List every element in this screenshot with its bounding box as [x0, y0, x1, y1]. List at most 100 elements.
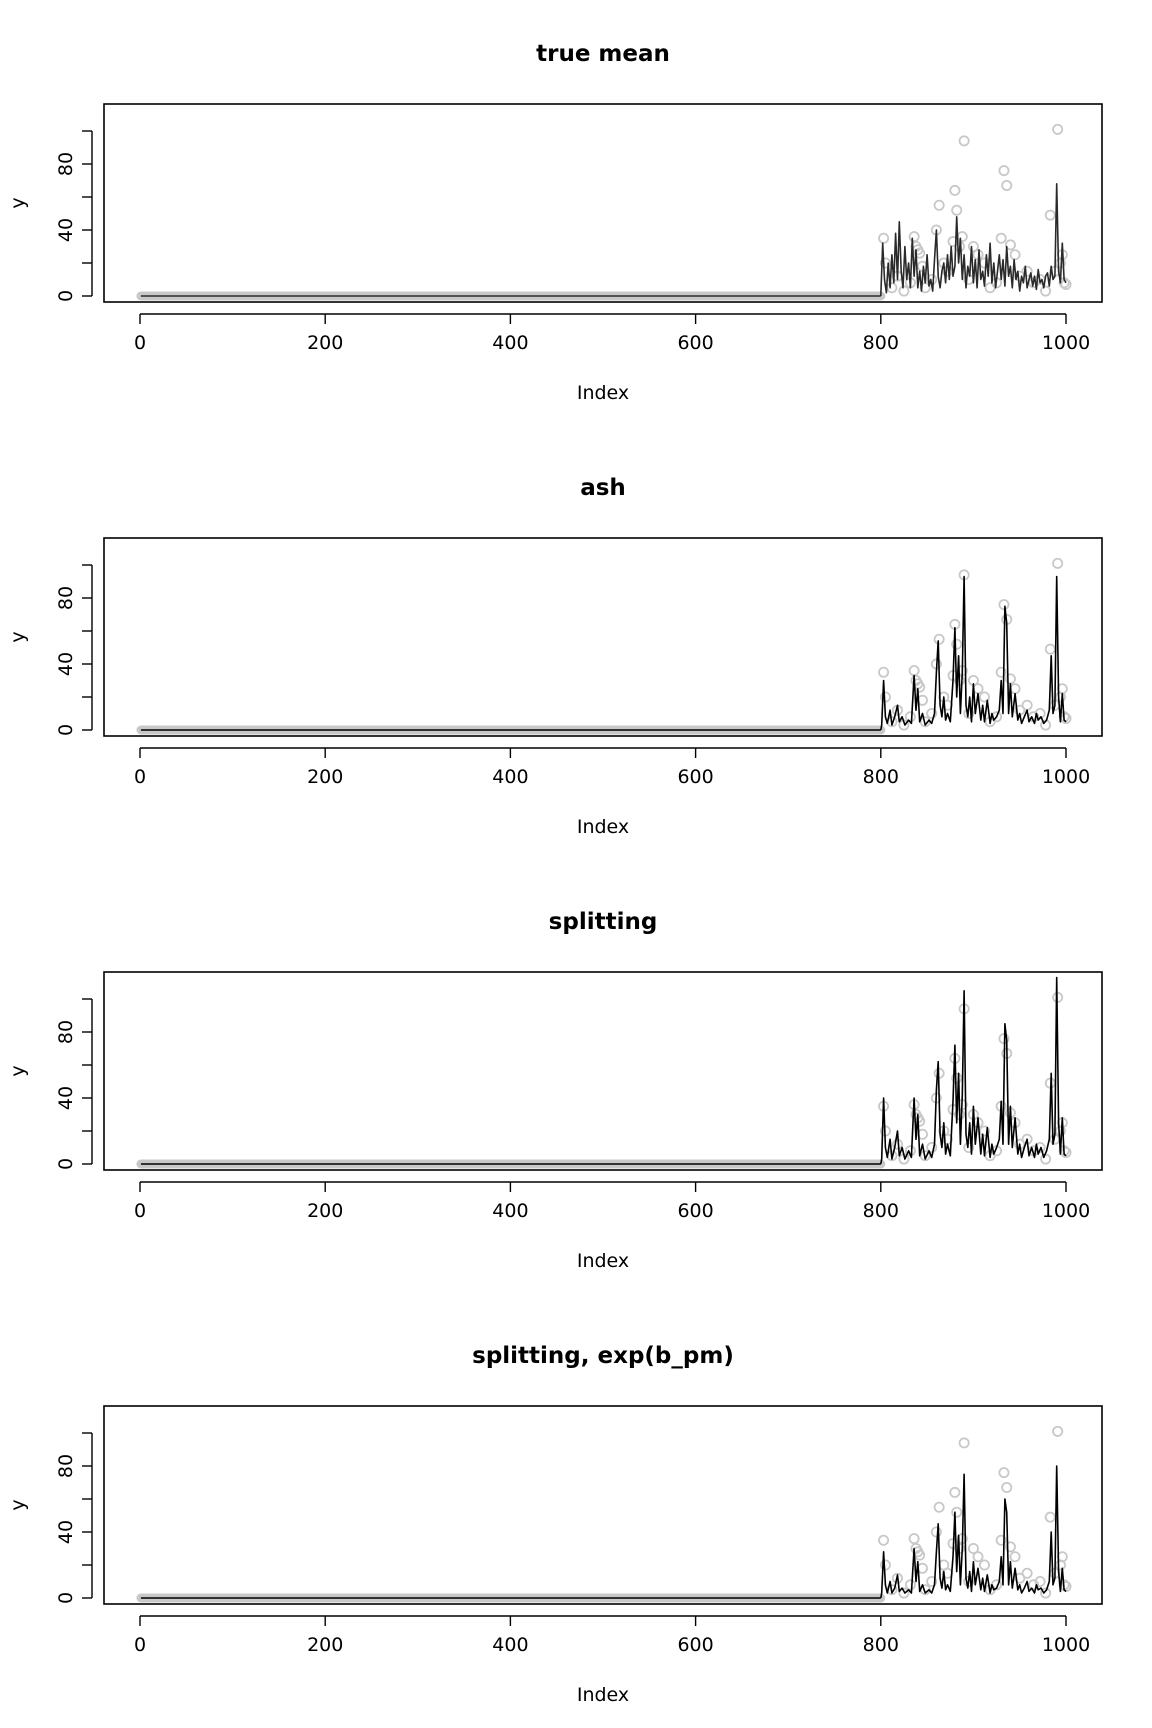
- chart-panel-1: true mean 0 200 400 600 800 1000 Index 0 40 80 y: [7, 41, 1103, 404]
- data-point-31: [998, 165, 1010, 177]
- data-point-11: [916, 1128, 928, 1140]
- data-point-27: [979, 691, 991, 703]
- data-point-7: [908, 665, 920, 677]
- data-point-25: [967, 240, 979, 252]
- x-tick-label: 400: [492, 766, 528, 788]
- data-point-36: [1021, 1567, 1033, 1579]
- y-tick-label: 40: [55, 218, 77, 242]
- data-point-42: [1052, 123, 1064, 135]
- data-point-34: [1009, 683, 1021, 695]
- x-tick-label: 200: [307, 766, 343, 788]
- data-point-14: [930, 1526, 942, 1538]
- y-tick-label: 40: [55, 1520, 77, 1544]
- y-tick-label: 80: [55, 586, 77, 610]
- data-point-37: [1028, 1579, 1040, 1591]
- x-axis: 0 200 400 600 800 1000: [134, 313, 1090, 354]
- data-point-6: [904, 711, 916, 723]
- chart-title: true mean: [536, 41, 670, 67]
- series-line: [880, 976, 1067, 1165]
- data-point-40: [1044, 209, 1056, 221]
- y-tick-label: 40: [55, 652, 77, 676]
- data-point-13: [926, 708, 938, 720]
- data-point-15: [933, 199, 945, 211]
- chart-title: ash: [580, 475, 626, 501]
- x-tick-label: 1000: [1042, 1634, 1090, 1656]
- x-tick-label: 600: [677, 332, 713, 354]
- x-tick-label: 600: [677, 766, 713, 788]
- chart-title: splitting, exp(b_pm): [472, 1343, 734, 1369]
- data-point-4: [891, 1572, 903, 1584]
- data-point-31: [998, 599, 1010, 611]
- data-point-31: [998, 1467, 1010, 1479]
- data-point-13: [926, 1576, 938, 1588]
- x-tick-label: 400: [492, 1200, 528, 1222]
- data-point-30: [995, 666, 1007, 678]
- x-tick-label: 0: [134, 766, 146, 788]
- data-point-34: [1009, 1551, 1021, 1563]
- plot-area: [136, 976, 1072, 1169]
- data-point-39: [1040, 285, 1052, 297]
- data-point-7: [908, 1533, 920, 1545]
- x-tick-label: 0: [134, 1634, 146, 1656]
- x-tick-label: 800: [863, 1634, 899, 1656]
- data-point-13: [926, 1142, 938, 1154]
- data-point-46: [1060, 1146, 1072, 1158]
- data-point-28: [984, 282, 996, 294]
- plot-area: [136, 123, 1072, 301]
- chart-panel-2: ash 0 200 400 600 800 1000 Index 0 40 80 y: [7, 475, 1103, 838]
- y-tick-label: 0: [55, 1592, 77, 1604]
- plot-frame: [103, 537, 1103, 737]
- data-point-27: [979, 1125, 991, 1137]
- data-point-7: [908, 231, 920, 243]
- y-tick-label: 80: [55, 1020, 77, 1044]
- series-line: [880, 183, 1067, 297]
- data-point-5: [898, 1587, 910, 1599]
- data-point-1: [878, 1534, 890, 1546]
- y-tick-label: 80: [55, 1454, 77, 1478]
- data-point-27: [979, 1559, 991, 1571]
- data-point-39: [1040, 1587, 1052, 1599]
- x-tick-label: 1000: [1042, 1200, 1090, 1222]
- data-point-3: [886, 282, 898, 294]
- x-axis-label: Index: [577, 1250, 629, 1272]
- y-tick-label: 40: [55, 1086, 77, 1110]
- data-point-39: [1040, 1153, 1052, 1165]
- data-point-30: [995, 232, 1007, 244]
- x-tick-label: 200: [307, 1200, 343, 1222]
- data-point-20: [951, 1072, 963, 1084]
- y-axis-label: y: [7, 197, 29, 208]
- data-point-30: [995, 1534, 1007, 1546]
- data-point-36: [1021, 699, 1033, 711]
- x-tick-label: 200: [307, 1634, 343, 1656]
- data-point-2: [879, 1559, 891, 1571]
- data-point-20: [951, 638, 963, 650]
- data-point-5: [898, 285, 910, 297]
- data-point-33: [1004, 1541, 1016, 1553]
- y-tick-label: 0: [55, 290, 77, 302]
- x-axis-label: Index: [577, 816, 629, 838]
- y-tick-label: 80: [55, 152, 77, 176]
- data-point-15: [933, 633, 945, 645]
- data-point-36: [1021, 265, 1033, 277]
- data-point-26: [972, 1551, 984, 1563]
- plot-area: [136, 557, 1072, 735]
- data-point-33: [1004, 239, 1016, 251]
- y-axis-label: y: [7, 1499, 29, 1510]
- data-point-20: [951, 204, 963, 216]
- x-tick-label: 1000: [1042, 766, 1090, 788]
- chart-panel-3: splitting 0 200 400 600 800 1000 Index 0 40 80 y: [7, 909, 1103, 1272]
- data-point-12: [919, 1150, 931, 1162]
- series-line: [880, 575, 1067, 731]
- y-axis-label: y: [7, 1065, 29, 1076]
- data-point-38: [1034, 1576, 1046, 1588]
- data-point-1: [878, 666, 890, 678]
- y-axis: 0 40 80: [55, 564, 93, 736]
- x-tick-label: 0: [134, 332, 146, 354]
- y-axis: 0 40 80: [55, 1432, 93, 1604]
- y-tick-label: 0: [55, 1158, 77, 1170]
- x-tick-label: 200: [307, 332, 343, 354]
- data-point-20: [951, 1506, 963, 1518]
- data-point-32: [1001, 1481, 1013, 1493]
- y-axis-label: y: [7, 631, 29, 642]
- data-point-2: [879, 257, 891, 269]
